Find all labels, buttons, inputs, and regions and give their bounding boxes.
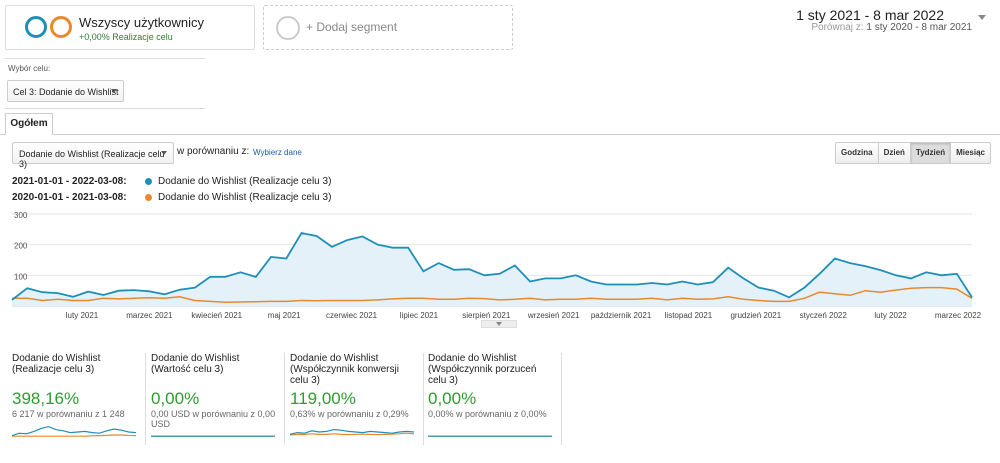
chevron-down-icon[interactable]: [978, 15, 986, 20]
y-tick-label: 300: [14, 211, 28, 220]
choose-metric-link[interactable]: Wybierz dane: [253, 148, 302, 157]
compare-metric-label: w porównaniu z:: [177, 146, 250, 157]
legend-current-range: 2021-01-01 - 2022-03-08:: [12, 176, 127, 187]
series-line-current: [11, 231, 973, 301]
chevron-down-icon: [161, 151, 167, 155]
x-tick-label: marzec 2021: [126, 311, 173, 320]
x-tick-label: kwiecień 2021: [191, 311, 242, 320]
granularity-week-button[interactable]: Tydzień: [909, 142, 952, 164]
x-tick-label: grudzień 2021: [730, 311, 781, 320]
divider: [5, 108, 205, 109]
goal-select-value: Cel 3: Dodanie do Wishlist: [13, 87, 119, 97]
segment-current-icon: [25, 16, 47, 38]
granularity-hour-button[interactable]: Godzina: [835, 142, 879, 164]
scorecard[interactable]: Dodanie do Wishlist (Wartość celu 3) 0,00…: [151, 353, 285, 445]
divider: [5, 58, 205, 59]
segment-subtitle: +0,00% Realizacje celu: [79, 32, 173, 42]
granularity-day-button[interactable]: Dzień: [877, 142, 911, 164]
legend-current-dot: [145, 178, 152, 185]
scorecard-value: 0,00%: [428, 389, 477, 408]
sparkline-current: [290, 428, 414, 435]
segment-card[interactable]: Wszyscy użytkownicy +0,00% Realizacje ce…: [5, 5, 255, 50]
add-segment-label: + Dodaj segment: [306, 20, 398, 34]
legend-previous-dot: [145, 194, 152, 201]
scorecard[interactable]: Dodanie do Wishlist (Współczynnik konwer…: [290, 353, 424, 445]
add-segment-button[interactable]: + Dodaj segment: [263, 5, 513, 50]
x-tick-label: maj 2021: [268, 311, 301, 320]
granularity-buttons: Godzina Dzień Tydzień Miesiąc: [835, 142, 991, 164]
sparkline: [151, 435, 275, 437]
x-tick-label: czerwiec 2021: [326, 311, 378, 320]
segment-compare-icon: [50, 16, 72, 38]
scorecard-title: Dodanie do Wishlist (Realizacje celu 3): [12, 353, 101, 375]
tab-divider: [0, 134, 1000, 135]
x-tick-label: luty 2022: [874, 311, 907, 320]
y-tick-label: 100: [14, 272, 28, 281]
scorecard-comparison: 0,63% w porównaniu z 0,29%: [290, 409, 409, 419]
metric-select-value: Dodanie do Wishlist (Realizacje celu 3): [19, 149, 165, 169]
scorecard-value: 398,16%: [12, 389, 80, 408]
scorecard-divider: [423, 353, 424, 445]
x-tick-label: luty 2021: [66, 311, 99, 320]
date-range-picker[interactable]: 1 sty 2021 - 8 mar 2022: [796, 7, 944, 23]
x-tick-label: listopad 2021: [665, 311, 713, 320]
sparkline: [428, 435, 552, 437]
sparkline: [12, 425, 136, 437]
goal-select-dropdown[interactable]: Cel 3: Dodanie do Wishlist: [7, 80, 124, 102]
legend-previous-label: Dodanie do Wishlist (Realizacje celu 3): [158, 192, 332, 203]
area-fill-current: [12, 233, 972, 306]
chevron-down-icon: [496, 322, 502, 326]
goal-select-label: Wybór celu:: [8, 64, 51, 73]
legend-current-label: Dodanie do Wishlist (Realizacje celu 3): [158, 176, 332, 187]
legend-previous-range: 2020-01-01 - 2021-03-08:: [12, 192, 127, 203]
scorecard[interactable]: Dodanie do Wishlist (Realizacje celu 3) 3…: [12, 353, 146, 445]
scorecard-divider: [145, 353, 146, 445]
sparkline-current: [12, 425, 136, 437]
scorecard-title: Dodanie do Wishlist (Współczynnik konwer…: [290, 353, 399, 386]
x-tick-label: lipiec 2021: [400, 311, 439, 320]
compare-label: Porównaj z:: [811, 22, 864, 33]
scorecard-comparison: 6 217 w porównaniu z 1 248: [12, 409, 125, 419]
compare-range-value: 1 sty 2020 - 8 mar 2021: [866, 22, 972, 33]
scorecard-comparison: 0,00% w porównaniu z 0,00%: [428, 409, 547, 419]
scorecard-comparison: 0,00 USD w porównaniu z 0,00 USD: [151, 409, 276, 429]
legend-previous: 2020-01-01 - 2021-03-08: Dodanie do Wish…: [12, 192, 331, 203]
chart-collapse-toggle[interactable]: [481, 320, 517, 328]
sparkline: [290, 428, 414, 436]
scorecard[interactable]: Dodanie do Wishlist (Współczynnik porzuc…: [428, 353, 562, 445]
scorecard-value: 119,00%: [290, 389, 356, 408]
segment-title: Wszyscy użytkownicy: [79, 15, 204, 30]
x-tick-label: marzec 2022: [935, 311, 982, 320]
scorecard-title: Dodanie do Wishlist (Współczynnik porzuc…: [428, 353, 537, 386]
x-tick-label: wrzesień 2021: [527, 311, 580, 320]
metric-select-dropdown[interactable]: Dodanie do Wishlist (Realizacje celu 3): [12, 142, 174, 169]
line-chart[interactable]: 300 200 100 luty 2021 marzec 2021 kwiecień 20…: [0, 202, 1000, 322]
x-tick-label: styczeń 2022: [800, 311, 848, 320]
add-segment-icon: [276, 16, 300, 40]
sparkline-previous: [290, 432, 414, 436]
series-line-previous: [12, 286, 973, 304]
scorecard-title: Dodanie do Wishlist (Wartość celu 3): [151, 353, 240, 375]
tab-overview[interactable]: Ogółem: [5, 113, 53, 135]
x-tick-label: sierpień 2021: [462, 311, 511, 320]
chevron-down-icon: [111, 89, 117, 93]
y-tick-label: 200: [14, 242, 28, 251]
legend-current: 2021-01-01 - 2022-03-08: Dodanie do Wish…: [12, 176, 331, 187]
scorecard-divider: [561, 353, 562, 445]
scorecard-divider: [284, 353, 285, 445]
granularity-month-button[interactable]: Miesiąc: [950, 142, 991, 164]
scorecard-value: 0,00%: [151, 389, 200, 408]
x-tick-label: październik 2021: [591, 311, 652, 320]
sparkline-previous: [12, 434, 136, 437]
compare-range: Porównaj z: 1 sty 2020 - 8 mar 2021: [811, 22, 972, 33]
